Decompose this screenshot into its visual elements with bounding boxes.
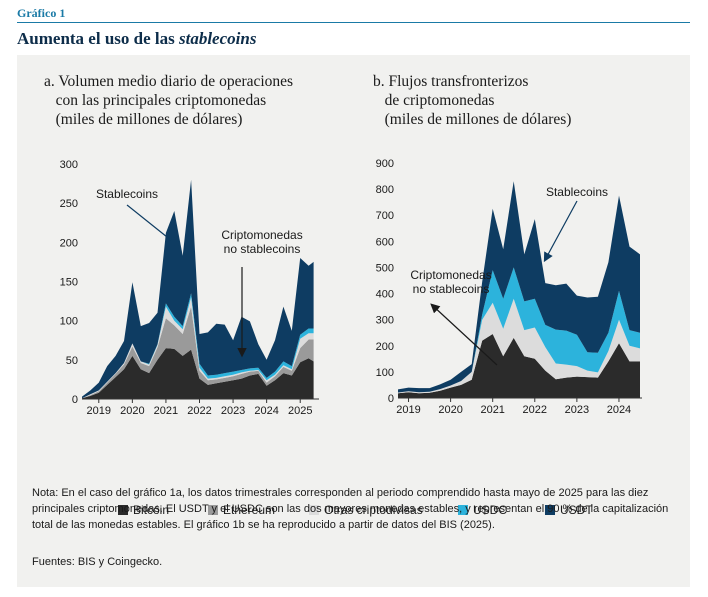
chart-b-arrow-no-stablecoins (430, 303, 498, 366)
chart-a-area-bitcoin (82, 348, 314, 399)
chart-a-ytick-label: 50 (66, 355, 78, 367)
chart-a-xtick-label: 2020 (120, 405, 144, 417)
chart-b-ytick-label: 200 (376, 341, 394, 353)
top-rule (17, 22, 690, 23)
legend-item-bitcoin: Bitcóin (118, 503, 169, 517)
chart-b-xtick-label: 2020 (438, 404, 462, 416)
legend-label-ethereum: Ethereum (223, 503, 276, 517)
chart-b-annotation-stablecoins: Stablecoins (546, 185, 608, 199)
legend: Bitcóin Ethereum Otras criptodivisas USD… (17, 503, 690, 523)
chart-b-xtick-label: 2024 (607, 404, 631, 416)
chart-a-ytick-label: 200 (60, 237, 78, 249)
chart-a-xtick-label: 2019 (87, 405, 111, 417)
legend-item-usdt: USDT (545, 503, 593, 517)
chart-a-ytick-label: 250 (60, 198, 78, 210)
chart-a-xtick-label: 2023 (221, 405, 245, 417)
chart-b-annotation-no-stablecoins: Criptomonedas no stablecoins (410, 268, 491, 296)
legend-item-otras: Otras criptodivisas (309, 503, 423, 517)
legend-swatch-bitcoin (118, 505, 128, 515)
chart-a-xtick-label: 2022 (187, 405, 211, 417)
figure-title: Aumenta el uso de las stablecoins (17, 29, 256, 49)
chart-b-ytick-label: 600 (376, 236, 394, 248)
legend-swatch-otras (309, 505, 319, 515)
chart-b-ytick-label: 100 (376, 367, 394, 379)
chart-a-ytick-label: 0 (72, 394, 78, 406)
chart-b-xtick-label: 2021 (480, 404, 504, 416)
chart-b-ytick-label: 900 (376, 158, 394, 170)
legend-swatch-ethereum (208, 505, 218, 515)
legend-swatch-usdc (458, 505, 468, 515)
legend-swatch-usdt (545, 505, 555, 515)
chart-b-ytick-label: 700 (376, 210, 394, 222)
charts-svg: 0 50 100 150 200 250 300 2019 2020 2021 2022 2023 20… (60, 158, 642, 417)
chart-b-ytick-label: 0 (388, 393, 394, 405)
chart-a-xtick-label: 2024 (254, 405, 278, 417)
legend-label-usdt: USDT (560, 503, 593, 517)
note-text: Nota: En el caso del gráfico 1a, los dat… (32, 487, 669, 531)
chart-a-ytick-label: 150 (60, 277, 78, 289)
sources-text: Fuentes: BIS y Coingecko. (32, 556, 163, 568)
chart-a-xtick-label: 2021 (154, 405, 178, 417)
chart-b-xtick-label: 2022 (523, 404, 547, 416)
chart-b-ytick-label: 400 (376, 289, 394, 301)
chart-b-xtick-label: 2023 (565, 404, 589, 416)
figure-title-prefix: Aumenta el uso de las (17, 29, 179, 48)
chart-b-arrow-stablecoins (543, 200, 578, 263)
chart-a-title: a. Volumen medio diario de operaciones c… (44, 73, 294, 128)
chart-b-area-otras (398, 298, 640, 394)
legend-label-usdc: USDC (473, 503, 508, 517)
chart-b-ytick-label: 300 (376, 315, 394, 327)
chart-a-area-usdt (82, 179, 314, 399)
chart-panel: a. Volumen medio diario de operaciones c… (17, 55, 690, 587)
chart-a-xtick-label: 2025 (288, 405, 312, 417)
chart-a-ytick-label: 300 (60, 159, 78, 171)
chart-a-annotation-stablecoins: Stablecoins (96, 187, 158, 201)
chart-b-area-usdt (398, 181, 640, 393)
legend-item-usdc: USDC (458, 503, 507, 517)
legend-label-bitcoin: Bitcóin (133, 503, 170, 517)
figure-title-italic: stablecoins (178, 29, 257, 48)
legend-label-otras: Otras criptodivisas (324, 503, 423, 517)
legend-item-ethereum: Ethereum (208, 503, 275, 517)
chart-b-area-bitcoin (398, 334, 640, 398)
figure-label: Gráfico 1 (17, 6, 66, 20)
chart-b-xtick-label: 2019 (396, 404, 420, 416)
chart-a-ytick-label: 100 (60, 316, 78, 328)
chart-b-ytick-label: 800 (376, 184, 394, 196)
chart-b-title: b. Flujos transfronterizos de criptomone… (373, 73, 572, 128)
chart-a-arrow-stablecoins (126, 204, 179, 247)
chart-b-ytick-label: 500 (376, 262, 394, 274)
chart-a-annotation-no-stablecoins: Criptomonedas no stablecoins (221, 228, 302, 256)
chart-b-area-usdc (398, 267, 640, 393)
